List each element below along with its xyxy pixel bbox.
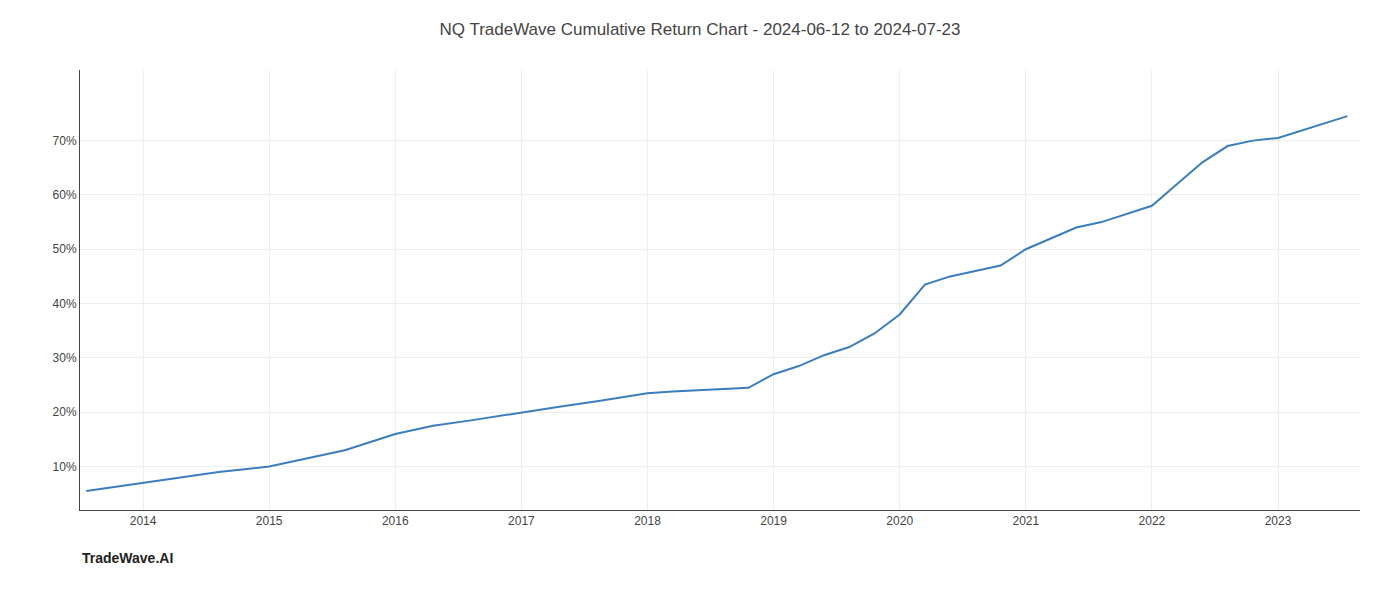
svg-text:2022: 2022 <box>1139 514 1166 528</box>
svg-text:2021: 2021 <box>1012 514 1039 528</box>
svg-text:2014: 2014 <box>130 514 157 528</box>
svg-text:2016: 2016 <box>382 514 409 528</box>
svg-text:70%: 70% <box>53 134 77 148</box>
svg-text:TradeWave.AI: TradeWave.AI <box>82 550 173 566</box>
svg-text:2019: 2019 <box>760 514 787 528</box>
svg-text:NQ TradeWave Cumulative Return: NQ TradeWave Cumulative Return Chart - 2… <box>440 20 961 39</box>
svg-text:2017: 2017 <box>508 514 535 528</box>
svg-text:10%: 10% <box>53 460 77 474</box>
svg-text:2015: 2015 <box>256 514 283 528</box>
svg-text:60%: 60% <box>53 188 77 202</box>
svg-text:30%: 30% <box>53 351 77 365</box>
svg-text:2020: 2020 <box>886 514 913 528</box>
svg-text:50%: 50% <box>53 242 77 256</box>
svg-text:2023: 2023 <box>1265 514 1292 528</box>
svg-text:40%: 40% <box>53 297 77 311</box>
svg-text:2018: 2018 <box>634 514 661 528</box>
svg-text:20%: 20% <box>53 405 77 419</box>
